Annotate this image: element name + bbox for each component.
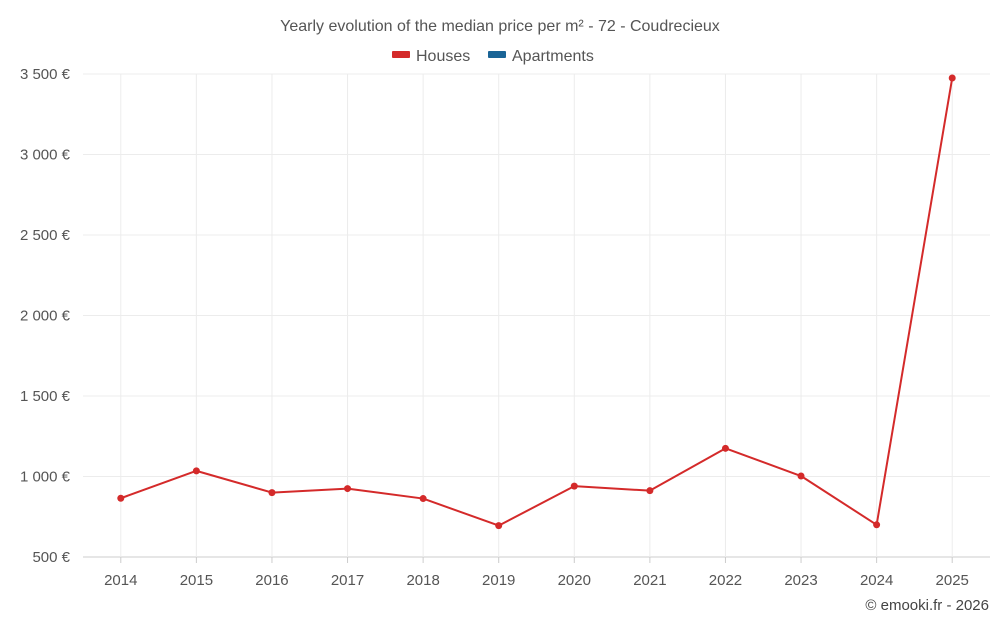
legend-item-apartments[interactable]: Apartments: [488, 48, 594, 65]
data-point-houses-2018[interactable]: [419, 495, 427, 503]
x-tick-label: 2017: [331, 572, 364, 589]
series-line-houses: [120, 77, 954, 527]
series-layer: [117, 74, 956, 530]
x-tick-label: 2023: [784, 572, 817, 589]
data-point-houses-2022[interactable]: [721, 444, 729, 452]
grid: [83, 73, 990, 558]
data-point-houses-2023[interactable]: [797, 472, 805, 480]
data-point-houses-2014[interactable]: [117, 494, 125, 502]
x-axis: 2014 2015 2016 2017 2018 2019 2020 2021 2022 2023…: [104, 557, 969, 589]
data-point-houses-2024[interactable]: [873, 521, 881, 529]
x-tick-label: 2024: [860, 572, 893, 589]
x-tick-label: 2015: [180, 572, 213, 589]
data-point-houses-2016[interactable]: [268, 489, 276, 497]
x-tick-label: 2016: [255, 572, 288, 589]
data-point-houses-2025[interactable]: [948, 74, 956, 82]
data-point-houses-2020[interactable]: [570, 482, 578, 490]
legend-label-apartments: Apartments: [512, 48, 594, 65]
x-tick-label: 2022: [709, 572, 742, 589]
credit-text: © emooki.fr - 2026: [865, 597, 989, 614]
data-point-houses-2015[interactable]: [192, 467, 200, 475]
y-tick-label: 500 €: [32, 549, 70, 566]
y-tick-label: 3 500 €: [20, 66, 71, 83]
data-point-houses-2017[interactable]: [344, 485, 352, 493]
legend-swatch-apartments: [488, 51, 506, 58]
y-tick-label: 1 500 €: [20, 388, 71, 405]
legend-label-houses: Houses: [416, 48, 470, 65]
legend-swatch-houses: [392, 51, 410, 58]
chart-title: Yearly evolution of the median price per…: [280, 18, 720, 35]
y-tick-label: 1 000 €: [20, 469, 71, 486]
legend-item-houses[interactable]: Houses: [392, 48, 470, 65]
x-tick-label: 2025: [936, 572, 969, 589]
data-point-houses-2019[interactable]: [495, 522, 503, 530]
x-tick-label: 2020: [558, 572, 591, 589]
y-axis: 500 € 1 000 € 1 500 € 2 000 € 2 500 € 3 000 €…: [20, 66, 71, 566]
y-tick-label: 2 000 €: [20, 308, 71, 325]
x-tick-label: 2019: [482, 572, 515, 589]
data-point-houses-2021[interactable]: [646, 487, 654, 495]
y-tick-label: 3 000 €: [20, 147, 71, 164]
x-tick-label: 2018: [406, 572, 439, 589]
x-tick-label: 2014: [104, 572, 137, 589]
x-tick-label: 2021: [633, 572, 666, 589]
y-tick-label: 2 500 €: [20, 227, 71, 244]
legend: Houses Apartments: [392, 48, 594, 65]
